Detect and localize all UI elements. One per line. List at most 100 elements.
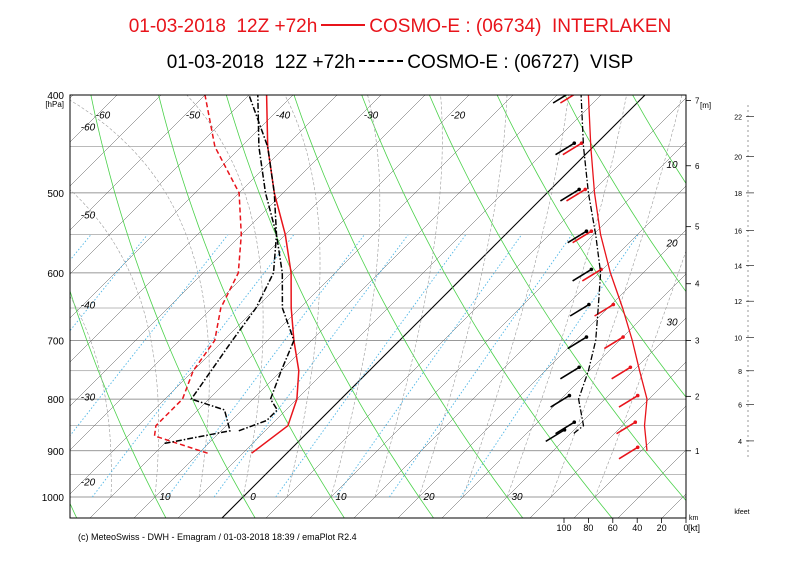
- x-tick-label: 20: [422, 492, 435, 503]
- moist-adiabat-line: [550, 95, 683, 498]
- isotherm-line: [710, 11, 800, 559]
- x-tick-label: 0: [250, 492, 256, 503]
- moist-adiabat-line: [70, 295, 112, 498]
- isotherm-label: -30: [364, 110, 379, 121]
- isotherm-line: [133, 95, 558, 518]
- kfeet-tick-label: 10: [734, 335, 742, 342]
- km-axis-label: [m]: [700, 101, 711, 110]
- visp-temperature-line: [238, 95, 295, 432]
- dry-adiabat-line: [687, 73, 800, 539]
- solid-line-key-icon: [321, 23, 366, 26]
- plot-area: [0, 11, 800, 559]
- kfeet-tick-label: 14: [734, 264, 742, 271]
- dry-adiabat-line: [496, 95, 686, 398]
- km-unit-label: km: [689, 515, 699, 522]
- kt-tick-label: 60: [608, 523, 618, 533]
- wind-arrow: [567, 230, 587, 244]
- isotherm-line: [70, 95, 338, 363]
- title-run: 12Z +72h: [236, 16, 318, 37]
- y-axis-unit-label: [hPa]: [45, 100, 64, 109]
- km-tick-label: 2: [695, 392, 700, 401]
- kt-tick-label: 0: [683, 523, 688, 533]
- mixing-ratio-line: [389, 234, 573, 498]
- moist-adiabat-line: [0, 106, 67, 497]
- wind-arrow-head: [583, 187, 588, 192]
- wind-arrow-head: [570, 90, 574, 94]
- dry-adiabat-line: [90, 95, 256, 518]
- wind-arrow-head: [577, 187, 581, 192]
- wind-arrow: [562, 142, 583, 156]
- mixing-ratio-line: [213, 234, 409, 498]
- dashdot-line-key-icon: [359, 59, 404, 62]
- isotherm-line: [70, 95, 118, 143]
- moist-adiabat-line: [70, 99, 210, 498]
- kfeet-tick-label: 8: [738, 369, 742, 376]
- wind-arrow: [603, 336, 624, 350]
- plot-frame: [69, 94, 687, 519]
- wind-arrow: [618, 394, 639, 408]
- wind-arrow: [555, 421, 575, 435]
- kfeet-unit-label: kfeet: [734, 509, 749, 516]
- wind-arrow: [559, 366, 580, 380]
- title-station: VISP: [589, 52, 634, 73]
- y-tick-label: 900: [47, 447, 64, 458]
- title-model: COSMO-E : (06727): [407, 52, 580, 73]
- kfeet-tick-label: 16: [734, 229, 742, 236]
- title-date: 01-03-2018: [128, 16, 226, 37]
- isotherm-label: 10: [666, 160, 678, 171]
- moist-adiabat-line: [0, 147, 23, 497]
- moist-adiabat-line: [330, 95, 381, 498]
- y-tick-label: 400: [47, 91, 64, 102]
- isotherm-line: [617, 449, 686, 518]
- isotherm-line: [70, 95, 426, 451]
- copyright-footer: (c) MeteoSwiss - DWH - Emagram / 01-03-2…: [78, 532, 357, 542]
- isotherm-line: [309, 141, 686, 518]
- title-station: INTERLAKEN: [551, 16, 672, 37]
- wind-arrow: [572, 230, 592, 244]
- wind-arrow-head: [572, 420, 577, 424]
- dry-adiabat-line: [70, 502, 78, 518]
- x-tick-label: 10: [159, 492, 171, 503]
- kfeet-tick-label: 20: [734, 154, 742, 161]
- x-tick-label: 30: [511, 492, 523, 503]
- title-date: 01-03-2018: [166, 52, 264, 73]
- moist-adiabat-line: [418, 95, 508, 498]
- wind-arrow: [616, 421, 636, 435]
- wind-arrow: [555, 142, 575, 156]
- wind-arrow-head: [584, 335, 589, 339]
- moist-adiabat-line: [284, 95, 321, 498]
- wind-arrow-head: [579, 141, 584, 145]
- kfeet-tick-label: 4: [738, 439, 742, 446]
- wind-arrow: [611, 366, 631, 380]
- isotherm-line: [661, 493, 686, 518]
- moist-adiabat-line: [374, 95, 443, 498]
- isotherm-label: -50: [81, 210, 96, 221]
- kt-tick-label: 20: [657, 523, 667, 533]
- wind-arrow: [567, 336, 587, 350]
- kt-tick-label: 40: [632, 523, 642, 533]
- km-tick-label: 7: [695, 96, 700, 105]
- mixing-ratio-line: [275, 234, 467, 498]
- km-tick-label: 1: [695, 447, 700, 456]
- wind-arrow: [559, 188, 580, 202]
- wind-arrow: [552, 95, 568, 104]
- mixing-ratio-line: [70, 234, 92, 261]
- isotherm-label: 20: [665, 239, 678, 250]
- wind-arrow-head: [584, 229, 589, 234]
- wind-arrow-head: [577, 90, 581, 94]
- dry-adiabat-line: [361, 95, 613, 518]
- title-interlaken: 01-03-2018 12Z +72h COSMO-E : (06734) INT…: [0, 16, 800, 38]
- isotherm-label: -60: [81, 123, 96, 134]
- dry-adiabat-line: [632, 95, 686, 185]
- isotherm-line: [70, 95, 162, 187]
- isotherm-line: [70, 95, 250, 275]
- isotherm-line: [70, 95, 382, 407]
- dry-adiabat-line: [225, 95, 435, 518]
- wind-arrow-head: [621, 335, 625, 339]
- wind-arrow: [566, 188, 586, 202]
- isotherm-label: 30: [666, 317, 678, 328]
- title-run: 12Z +72h: [274, 52, 356, 73]
- mixing-ratio-line: [335, 234, 522, 498]
- wind-arrow: [572, 268, 592, 282]
